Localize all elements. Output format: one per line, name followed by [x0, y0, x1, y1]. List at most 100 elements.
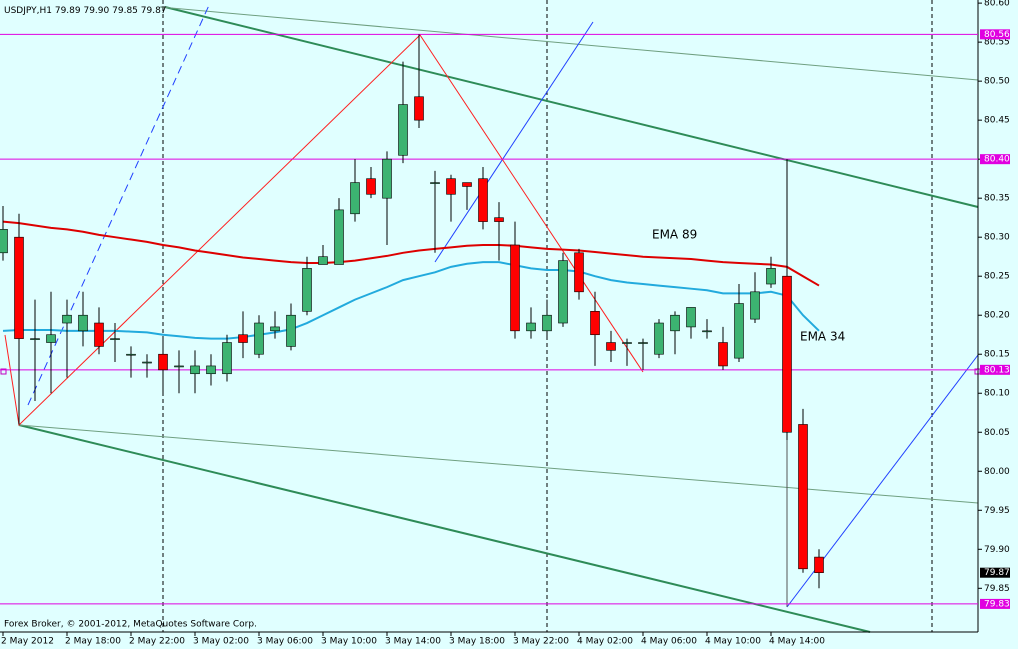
price-label: 79.87 [984, 568, 1010, 578]
candle-body [654, 322, 664, 355]
candle-body [526, 322, 536, 332]
ema-label: EMA 34 [800, 330, 845, 344]
x-tick-label: 4 May 06:00 [641, 637, 697, 647]
y-tick-label: 80.55 [984, 38, 1010, 48]
candle-body [718, 342, 728, 367]
x-tick-label: 3 May 14:00 [385, 637, 441, 647]
candle-body [30, 338, 40, 340]
candle-body [158, 353, 168, 371]
x-tick-label: 3 May 22:00 [513, 637, 569, 647]
candle-body [238, 334, 248, 343]
x-tick-label: 3 May 06:00 [257, 637, 313, 647]
y-tick-label: 79.85 [984, 584, 1010, 594]
candle-body [750, 291, 760, 320]
last-high: 79.90 [83, 6, 109, 16]
candle-body [286, 314, 296, 347]
ema-line [2, 220, 820, 287]
y-tick-label: 80.60 [984, 0, 1010, 9]
candle-body [0, 229, 8, 254]
candle-body [254, 322, 264, 355]
candle-body [814, 556, 824, 574]
y-tick-label: 80.30 [984, 233, 1010, 243]
candle-body [142, 361, 152, 364]
header: USDJPY,H1 79.89 79.90 79.85 79.87 [4, 6, 167, 16]
price-tag [980, 567, 1010, 578]
zigzag [4, 34, 644, 427]
candle-body [110, 338, 120, 340]
level-tag [980, 364, 1010, 375]
x-tick-label: 4 May 02:00 [577, 637, 633, 647]
candle-body [670, 314, 680, 332]
x-tick-label: 3 May 02:00 [193, 637, 249, 647]
candle-body [126, 353, 136, 356]
candle-body [558, 260, 568, 324]
symbol: USDJPY,H1 [4, 6, 52, 16]
candle-body [686, 307, 696, 328]
y-tick-label: 79.90 [984, 545, 1010, 555]
candle-body [478, 178, 488, 222]
candle-body [542, 314, 552, 332]
candle-body [190, 365, 200, 375]
candle-body [494, 217, 504, 222]
level-marker [0, 368, 7, 375]
candle-body [766, 268, 776, 285]
candle-body [622, 342, 632, 344]
candle-body [510, 244, 520, 332]
candle-body [606, 342, 616, 351]
y-tick-label: 79.95 [984, 506, 1010, 516]
candle-body [94, 322, 104, 347]
y-tick-label: 80.25 [984, 272, 1010, 282]
last-open: 79.89 [55, 6, 81, 16]
level-label: 80.40 [984, 155, 1010, 165]
candle-body [798, 424, 808, 570]
ema-line [2, 261, 820, 340]
y-tick-label: 80.15 [984, 350, 1010, 360]
candle-body [590, 311, 600, 336]
channel-line [18, 424, 871, 633]
level-label: 80.13 [984, 365, 1010, 375]
candle-body [302, 268, 312, 312]
candle-body [78, 314, 88, 332]
channel-line [164, 6, 979, 208]
candle-body [46, 334, 56, 343]
candle-body [638, 342, 648, 344]
level-tag [980, 154, 1010, 165]
candle-body [382, 158, 392, 199]
channel-line [159, 6, 979, 81]
candle-body [270, 326, 280, 332]
candle-body [14, 236, 24, 339]
level-tag [980, 29, 1010, 40]
candle-body [222, 342, 232, 375]
drawing-objects [0, 0, 981, 633]
candle-body [574, 252, 584, 293]
y-tick-label: 80.50 [984, 77, 1010, 87]
candle-body [366, 178, 376, 195]
candle-body [350, 182, 360, 215]
candle-body [206, 365, 216, 375]
y-tick-label: 80.45 [984, 116, 1010, 126]
last-close: 79.87 [141, 6, 167, 16]
candle-body [462, 182, 472, 187]
candle-body [174, 365, 184, 368]
ema-label: EMA 89 [652, 228, 697, 242]
x-tick-label: 2 May 18:00 [65, 637, 121, 647]
channel-line [18, 424, 979, 504]
x-tick-label: 3 May 10:00 [321, 637, 377, 647]
footer: Forex Broker, © 2001-2012, MetaQuotes So… [4, 620, 257, 630]
candle-body [446, 178, 456, 195]
y-tick-label: 80.35 [984, 194, 1010, 204]
x-tick-label: 4 May 14:00 [769, 637, 825, 647]
candle-body [334, 209, 344, 265]
last-low: 79.85 [112, 6, 138, 16]
x-tick-label: 3 May 18:00 [449, 637, 505, 647]
candle-body [702, 330, 712, 333]
level-label: 80.56 [984, 30, 1010, 40]
candle-body [414, 96, 424, 121]
candle-body [782, 275, 792, 433]
candle-body [734, 303, 744, 359]
candle-body [430, 182, 440, 184]
level-tag [980, 598, 1010, 609]
x-tick-label: 4 May 10:00 [705, 637, 761, 647]
